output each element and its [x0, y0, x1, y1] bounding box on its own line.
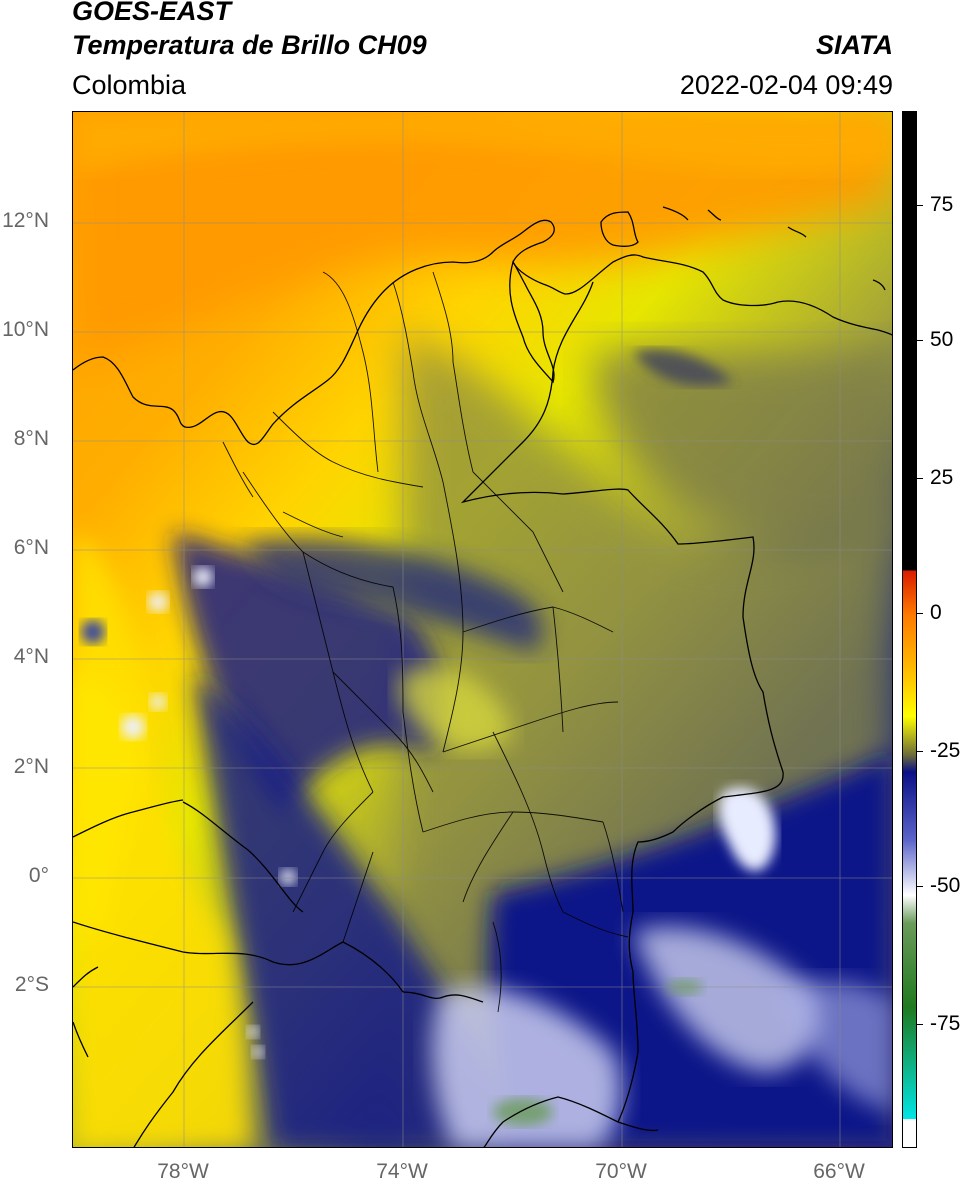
colorbar-tick-label: 75: [930, 193, 954, 216]
lon-label: 66°W: [813, 1160, 865, 1183]
lon-label: 74°W: [376, 1160, 428, 1183]
lat-label: 12°N: [2, 209, 49, 232]
colorbar: [902, 111, 917, 1148]
colorbar-tick-mark: [917, 340, 923, 341]
brightness-temperature-field: [73, 112, 892, 1147]
lat-label: 4°N: [13, 645, 49, 668]
lat-label: 10°N: [2, 318, 49, 341]
lon-label: 78°W: [157, 1160, 209, 1183]
colorbar-tick-mark: [917, 1024, 923, 1025]
satellite-title: GOES-EAST: [72, 0, 232, 26]
lon-label: 70°W: [595, 1160, 647, 1183]
colorbar-tick-label: 25: [930, 466, 954, 489]
graticule: [73, 112, 892, 1147]
colorbar-tick-mark: [917, 751, 923, 752]
colorbar-tick-mark: [917, 478, 923, 479]
lat-label: 8°N: [13, 427, 49, 450]
lat-label: 2°N: [13, 755, 49, 778]
colorbar-tick-label: -50: [930, 874, 961, 897]
datetime-label: 2022-02-04 09:49: [679, 70, 893, 100]
colorbar-tick-label: 0: [930, 601, 942, 624]
colorbar-tick-mark: [917, 886, 923, 887]
colorbar-tick-label: -75: [930, 1012, 961, 1035]
map-canvas: [73, 112, 892, 1147]
coastlines: [73, 206, 892, 1058]
colorbar-tick-mark: [917, 613, 923, 614]
product-title: Temperatura de Brillo CH09: [72, 30, 427, 60]
satellite-map: [72, 111, 893, 1148]
colorbar-tick-mark: [917, 205, 923, 206]
lat-label: 6°N: [13, 536, 49, 559]
region-label: Colombia: [72, 70, 187, 100]
country-borders: [73, 281, 784, 1147]
org-label: SIATA: [816, 30, 893, 60]
lat-label: 2°S: [14, 973, 49, 996]
department-boundaries: [222, 271, 629, 1013]
colorbar-tick-label: 50: [930, 328, 954, 351]
lat-label: 0°: [28, 864, 49, 887]
colorbar-tick-label: -25: [930, 739, 961, 762]
